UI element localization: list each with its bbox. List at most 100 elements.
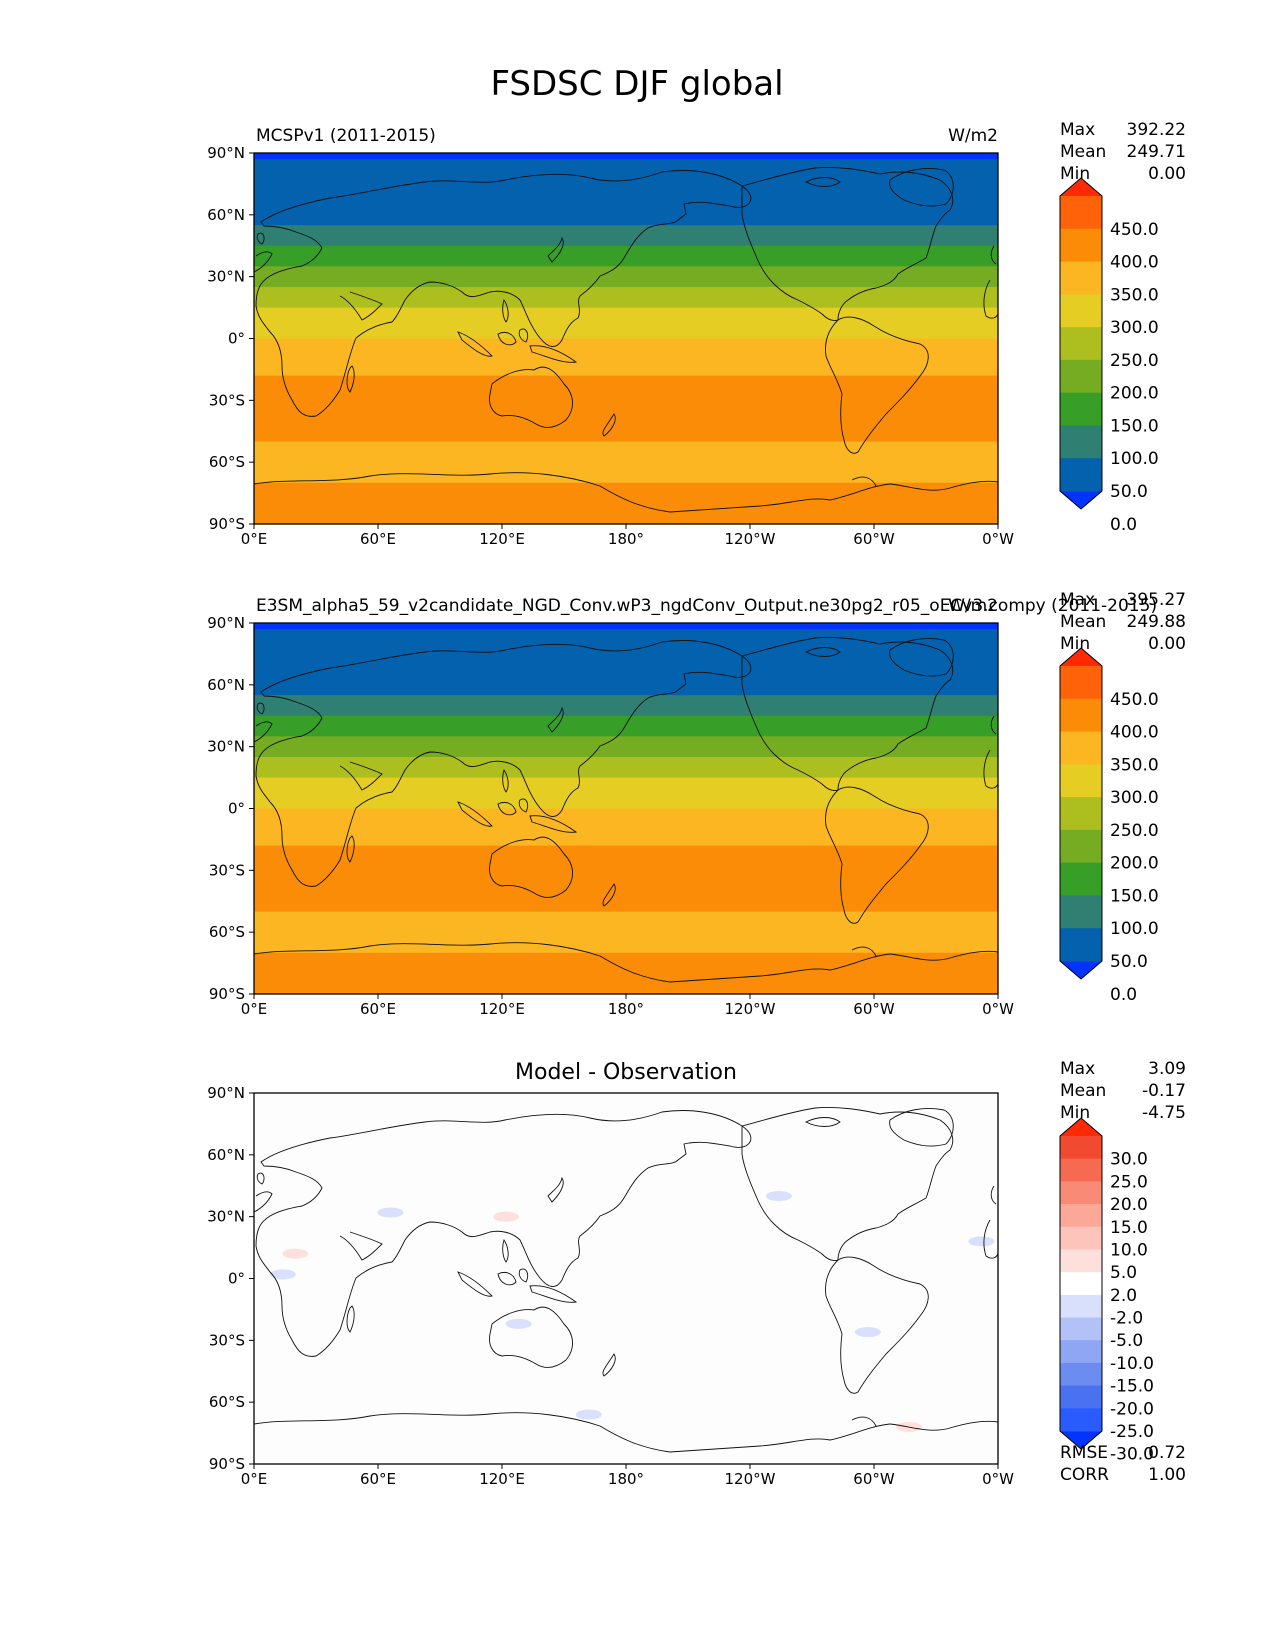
y-tick-label: 90°N (207, 144, 245, 162)
x-tick-label: 0°W (982, 1000, 1014, 1018)
x-tick-label: 60°W (853, 530, 895, 548)
field-band-8 (254, 808, 998, 847)
y-tick-label: 30°N (207, 268, 245, 286)
colorbar-segment (1060, 1272, 1102, 1296)
reference-axis-ticks: 0°E 60°E 120°E 180° 120°W 60°W 0°W 90°N 60°N 30°N… (207, 614, 1014, 1018)
colorbar-tick-label: -30.0 (1110, 1445, 1154, 1465)
reference-stat-min-value: 0.00 (1148, 634, 1186, 654)
reference-stat-min-label: Min (1060, 634, 1090, 654)
difference-map (254, 1093, 998, 1464)
colorbar-tick-label: 10.0 (1110, 1240, 1148, 1260)
colorbar-segment (1060, 1226, 1102, 1250)
colorbar-segment (1060, 1408, 1102, 1432)
x-tick-label: 60°E (360, 1000, 396, 1018)
difference-patch-4 (505, 1318, 532, 1329)
field-band-7 (254, 307, 998, 340)
colorbar-tick-label: 450.0 (1110, 220, 1159, 240)
colorbar-segment (1060, 1385, 1102, 1409)
colorbar-segment (1060, 1204, 1102, 1228)
field-band-4 (254, 245, 998, 267)
rmse-value: 0.72 (1148, 1443, 1186, 1463)
colorbar-tick-label: 400.0 (1110, 253, 1159, 273)
panel-test: MCSPv1 (2011-2015) W/m2 0°E 60°E 120°E 180°… (207, 120, 1186, 548)
difference-stat-min-label: Min (1060, 1103, 1090, 1123)
difference-patch-2 (269, 1269, 296, 1280)
field-band-5 (254, 266, 998, 288)
colorbar-tick-label: 0.0 (1110, 985, 1137, 1005)
colorbar-segment (1060, 261, 1102, 295)
colorbar-tick-label: 400.0 (1110, 723, 1159, 743)
colorbar-tick-label: -20.0 (1110, 1399, 1154, 1419)
colorbar-segment (1060, 698, 1102, 733)
y-tick-label: 60°N (207, 676, 245, 694)
colorbar-tick-label: -2.0 (1110, 1309, 1143, 1329)
colorbar-tick-label: 200.0 (1110, 384, 1159, 404)
x-tick-label: 180° (608, 530, 644, 548)
y-tick-label: 30°N (207, 1208, 245, 1226)
reference-stat-mean-label: Mean (1060, 612, 1106, 632)
colorbar-tick-label: 50.0 (1110, 952, 1148, 972)
test-stat-mean-label: Mean (1060, 142, 1106, 162)
colorbar-segment (1060, 1136, 1102, 1160)
x-tick-label: 120°E (479, 1000, 525, 1018)
reference-units: W/m2 (948, 596, 998, 616)
colorbar-tick-label: 250.0 (1110, 821, 1159, 841)
test-stat-max-value: 392.22 (1127, 120, 1186, 140)
difference-patch-7 (575, 1409, 602, 1420)
colorbar-segment (1060, 1362, 1102, 1387)
field-band-6 (254, 286, 998, 309)
y-tick-label: 30°N (207, 738, 245, 756)
x-tick-label: 120°W (725, 530, 776, 548)
y-tick-label: 30°S (209, 1331, 245, 1349)
colorbar-tick-label: 15.0 (1110, 1218, 1148, 1238)
x-tick-label: 60°E (360, 1470, 396, 1488)
x-tick-label: 0°E (241, 1470, 268, 1488)
difference-stat-min-value: -4.75 (1142, 1103, 1186, 1123)
y-tick-label: 90°N (207, 1084, 245, 1102)
colorbar-extend-bottom (1060, 491, 1102, 509)
colorbar-extend-top (1060, 178, 1102, 196)
colorbar-segment (1060, 196, 1102, 230)
difference-patch-1 (493, 1211, 520, 1222)
colorbar-tick-label: 2.0 (1110, 1286, 1137, 1306)
difference-patch-3 (282, 1248, 309, 1259)
field-band-9 (254, 845, 998, 913)
y-tick-label: 90°N (207, 614, 245, 632)
difference-axis-ticks: 0°E 60°E 120°E 180° 120°W 60°W 0°W 90°N 60°N 30°N… (207, 1084, 1014, 1488)
panel-difference: Model - Observation 0°E 60°E 120°E 180° 120°… (207, 1059, 1186, 1488)
difference-background (254, 1093, 998, 1464)
colorbar-tick-label: 20.0 (1110, 1195, 1148, 1215)
y-tick-label: 60°S (209, 923, 245, 941)
field-band-5 (254, 736, 998, 758)
difference-patch-0 (377, 1207, 404, 1218)
colorbar-segment (1060, 1181, 1102, 1205)
y-tick-label: 60°N (207, 206, 245, 224)
y-tick-label: 90°S (209, 1455, 245, 1473)
difference-patches (269, 1191, 995, 1432)
x-tick-label: 0°W (982, 530, 1014, 548)
colorbar-tick-label: 250.0 (1110, 351, 1159, 371)
colorbar-tick-label: 100.0 (1110, 449, 1159, 469)
colorbar-segment (1060, 764, 1102, 798)
colorbar-tick-label: 50.0 (1110, 482, 1148, 502)
field-band-9 (254, 375, 998, 443)
colorbar-extend-top (1060, 648, 1102, 666)
y-tick-label: 0° (228, 330, 245, 348)
reference-field-bands (254, 623, 998, 994)
test-left-title: MCSPv1 (2011-2015) (256, 126, 436, 146)
test-units: W/m2 (948, 126, 998, 146)
x-tick-label: 60°W (853, 1470, 895, 1488)
corr-label: CORR (1060, 1465, 1109, 1485)
difference-stats: Max 3.09 Mean -0.17 Min -4.75 (1060, 1059, 1186, 1123)
colorbar-segment (1060, 458, 1102, 492)
x-tick-label: 0°E (241, 530, 268, 548)
test-stat-min-label: Min (1060, 164, 1090, 184)
difference-metrics: RMSE 0.72 CORR 1.00 (1060, 1443, 1186, 1485)
y-tick-label: 0° (228, 1270, 245, 1288)
colorbar-tick-label: 200.0 (1110, 854, 1159, 874)
colorbar-tick-label: 450.0 (1110, 690, 1159, 710)
field-band-8 (254, 338, 998, 377)
colorbar-segment (1060, 228, 1102, 263)
y-tick-label: 60°S (209, 453, 245, 471)
